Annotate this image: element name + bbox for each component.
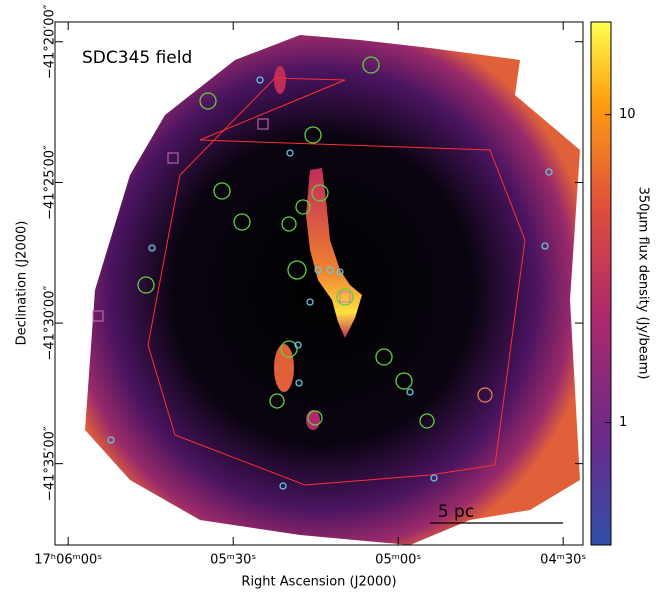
x-axis-label: Right Ascension (J2000) [241, 575, 396, 590]
x-tick-label: 17ʰ06ᵐ00ˢ [34, 553, 102, 568]
annotation: SDC345 field [82, 48, 192, 68]
colorbar [590, 21, 612, 546]
plot-frame [54, 21, 584, 546]
colorbar-tick-label: 1 [619, 415, 627, 430]
x-tick-label: 05ᵐ00ˢ [375, 553, 421, 568]
y-tick-label: −41°20′00″ [43, 4, 58, 79]
x-tick-label: 04ᵐ30ˢ [540, 553, 586, 568]
colorbar-label: 350μm flux density (Jy/beam) [636, 187, 651, 380]
sky-image [85, 35, 580, 545]
y-tick-label: −41°30′00″ [43, 286, 58, 361]
colorbar-tick-label: 10 [619, 107, 636, 122]
scale-bar-label: 5 pc [438, 502, 474, 522]
y-tick-label: −41°25′00″ [43, 145, 58, 220]
y-tick-label: −41°35′00″ [43, 426, 58, 501]
x-tick-label: 05ᵐ30ˢ [210, 553, 256, 568]
y-axis-label: Declination (J2000) [15, 221, 30, 346]
